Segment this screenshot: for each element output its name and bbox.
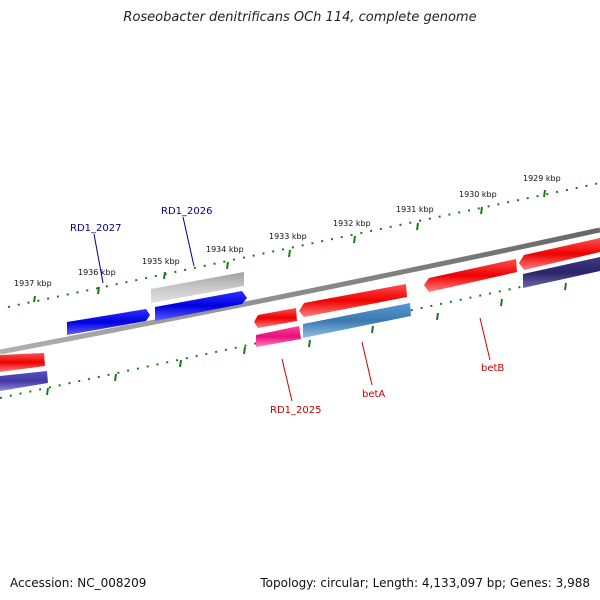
outer-major-tick bbox=[163, 271, 166, 280]
gene-label-rd1-2027[interactable]: RD1_2027 bbox=[70, 223, 121, 234]
outer-major-tick bbox=[353, 235, 356, 244]
outer-tick-track bbox=[7, 182, 600, 308]
inner-major-tick bbox=[436, 312, 439, 321]
leader-beta bbox=[361, 341, 373, 386]
gene-label-beta[interactable]: betA bbox=[362, 389, 385, 400]
leader-betb bbox=[479, 317, 491, 361]
gene-label-rd1-2026[interactable]: RD1_2026 bbox=[161, 206, 212, 217]
gene-arrow-betb[interactable] bbox=[424, 259, 517, 292]
gene-arrow-rd1-2026[interactable] bbox=[155, 291, 247, 321]
gene-labels: RD1_2027 RD1_2026 RD1_2025 betA betB bbox=[70, 206, 504, 416]
accession-text: Accession: NC_008209 bbox=[10, 576, 147, 590]
outer-major-tick bbox=[226, 261, 229, 270]
outer-major-tick bbox=[543, 189, 546, 198]
gene-arrow-rd1-2027[interactable] bbox=[67, 309, 150, 335]
gene-label-betb[interactable]: betB bbox=[481, 363, 504, 374]
gene-arrow-red-left[interactable] bbox=[0, 353, 45, 372]
gene-arrow-navy-right[interactable] bbox=[523, 257, 600, 288]
tick-labels: 1937 kbp 1936 kbp 1935 kbp 1934 kbp 1933… bbox=[14, 174, 561, 288]
gene-label-rd1-2025[interactable]: RD1_2025 bbox=[270, 405, 321, 416]
outer-major-tick bbox=[97, 286, 100, 295]
leader-rd1-2025 bbox=[281, 358, 293, 402]
leader-rd1-2026 bbox=[182, 216, 195, 267]
tick-label: 1937 kbp bbox=[14, 279, 52, 288]
inner-major-tick bbox=[500, 298, 503, 307]
map-title: Roseobacter denitrificans OCh 114, compl… bbox=[123, 10, 477, 25]
tick-label: 1935 kbp bbox=[142, 257, 180, 266]
tick-label: 1934 kbp bbox=[206, 245, 244, 254]
label-leaders bbox=[93, 216, 491, 402]
genome-summary-text: Topology: circular; Length: 4,133,097 bp… bbox=[260, 576, 590, 590]
tick-label: 1932 kbp bbox=[333, 219, 371, 228]
outer-tick-track-line bbox=[7, 182, 600, 308]
gene-arrow-gray[interactable] bbox=[151, 272, 244, 303]
tick-label: 1929 kbp bbox=[523, 174, 561, 183]
forward-strand-genes bbox=[0, 238, 600, 372]
tick-label: 1930 kbp bbox=[459, 190, 497, 199]
genome-backbone bbox=[0, 227, 600, 355]
outer-major-tick bbox=[288, 249, 291, 258]
inner-major-tick bbox=[114, 373, 117, 382]
gene-arrow-purple-left[interactable] bbox=[0, 371, 48, 391]
outer-major-tick bbox=[480, 206, 483, 215]
inner-major-tick bbox=[243, 346, 246, 355]
inner-major-tick bbox=[308, 339, 311, 348]
tick-label: 1933 kbp bbox=[269, 232, 307, 241]
gene-arrow-red-mid[interactable] bbox=[299, 284, 407, 317]
reverse-strand-genes bbox=[0, 257, 600, 391]
tick-label: 1931 kbp bbox=[396, 205, 434, 214]
gene-arrow-red-small[interactable] bbox=[254, 308, 297, 328]
inner-major-tick bbox=[46, 387, 49, 396]
inner-major-tick bbox=[371, 325, 374, 334]
outer-major-tick bbox=[33, 295, 36, 303]
gene-arrow-beta[interactable] bbox=[303, 303, 411, 338]
inner-major-tick bbox=[179, 359, 182, 368]
outer-major-tick bbox=[416, 222, 419, 231]
inner-tick-track-line bbox=[0, 269, 600, 399]
gene-arrow-rd1-2025[interactable] bbox=[256, 326, 301, 347]
inner-major-tick bbox=[564, 282, 567, 291]
gene-arrow-red-right[interactable] bbox=[519, 238, 600, 270]
leader-rd1-2027 bbox=[93, 233, 104, 284]
tick-label: 1936 kbp bbox=[78, 268, 116, 277]
inner-tick-track bbox=[0, 269, 600, 399]
